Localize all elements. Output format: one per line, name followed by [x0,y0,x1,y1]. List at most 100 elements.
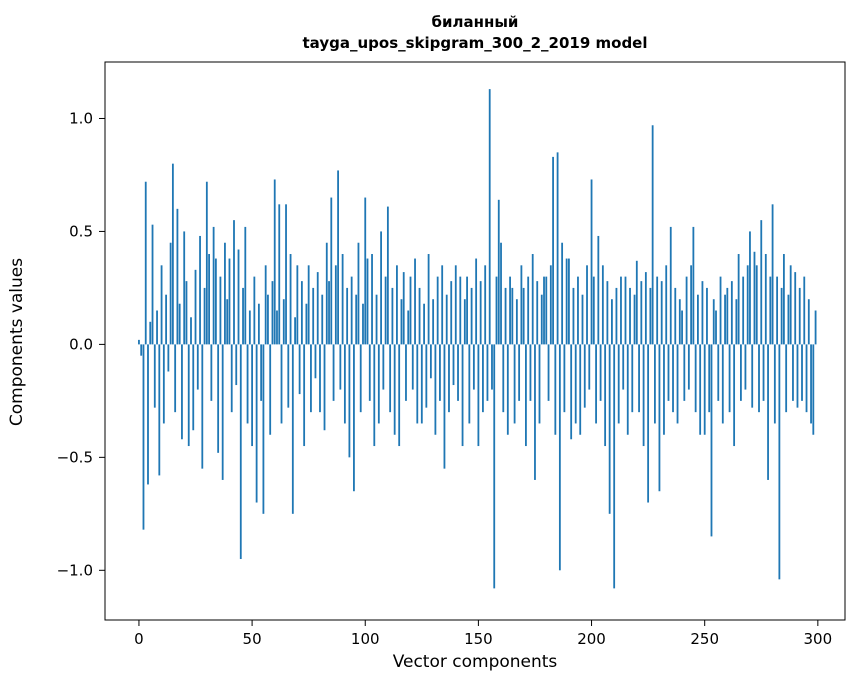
bar [658,344,661,492]
bar [663,344,665,435]
y-axis-label: Components values [7,257,27,427]
bar [590,179,593,345]
bar [807,299,810,345]
bar [190,317,192,345]
bar [730,281,733,345]
bar [669,226,672,345]
bar [319,344,321,413]
bar [556,152,559,345]
bar [615,287,618,345]
bar [475,258,478,345]
bar [418,287,421,345]
bar [660,281,663,345]
bar [280,344,283,424]
bar [429,344,432,379]
bar [366,258,369,345]
bar [812,344,815,435]
bar [183,231,186,345]
bar [420,344,423,424]
bar [755,265,758,345]
bar [357,242,360,345]
bar [391,287,394,345]
bar [654,344,656,424]
bar [199,235,201,345]
bar [631,344,634,413]
bar [359,344,362,413]
bar [511,287,514,345]
bar [310,344,312,413]
bar [452,344,455,386]
bar [683,344,686,401]
bar [568,258,570,345]
bar [439,344,441,401]
bar [210,344,213,401]
bar [769,276,772,345]
bar [497,199,500,345]
bar [740,344,742,401]
bar [228,258,231,345]
bar [794,272,797,345]
bar [676,344,679,424]
bar [644,272,647,345]
bar [321,294,324,345]
bar [237,249,240,345]
bar [380,231,382,345]
bar [273,179,276,345]
bar [701,281,704,345]
bar [174,344,177,413]
bar [165,294,168,345]
bar [423,303,425,345]
bar [389,344,392,413]
bar [579,344,582,435]
bar [151,224,154,345]
bar [221,344,224,480]
bar [717,344,720,401]
bar [468,344,471,424]
bar [687,344,690,390]
bar [558,344,561,571]
bar [746,265,749,345]
bar [506,344,509,435]
bar [626,344,629,435]
bar [608,344,611,514]
bar [572,287,575,345]
bar [260,344,263,401]
bar [427,254,430,345]
bar [149,321,152,345]
bar [624,276,627,345]
chart-subtitle: tayga_upos_skipgram_300_2_2019 model [302,34,648,52]
bar [226,299,229,345]
bar [262,344,265,514]
bar [398,344,401,447]
bar [192,344,195,431]
bar [203,287,206,345]
bar [323,344,326,431]
bar [219,276,222,345]
bar [798,287,801,345]
bar [230,344,233,413]
bar [522,287,525,345]
bar [384,276,387,345]
bar [733,344,736,447]
bar [187,344,190,447]
bar [348,344,351,458]
bar [482,344,484,413]
bar [432,299,435,345]
bar [540,294,543,345]
x-tick-label: 100 [351,630,380,648]
bar [346,287,349,345]
bar [267,294,269,345]
bar [753,251,756,345]
bar [461,344,464,447]
bar [407,310,410,345]
bar [416,344,419,424]
x-axis-label: Vector components [392,652,558,672]
bar [527,276,530,345]
bar [776,276,779,345]
bar [771,204,774,345]
bar [233,220,235,345]
bar [796,344,799,408]
bar [792,344,794,401]
bar [805,344,808,413]
bar [742,276,745,345]
